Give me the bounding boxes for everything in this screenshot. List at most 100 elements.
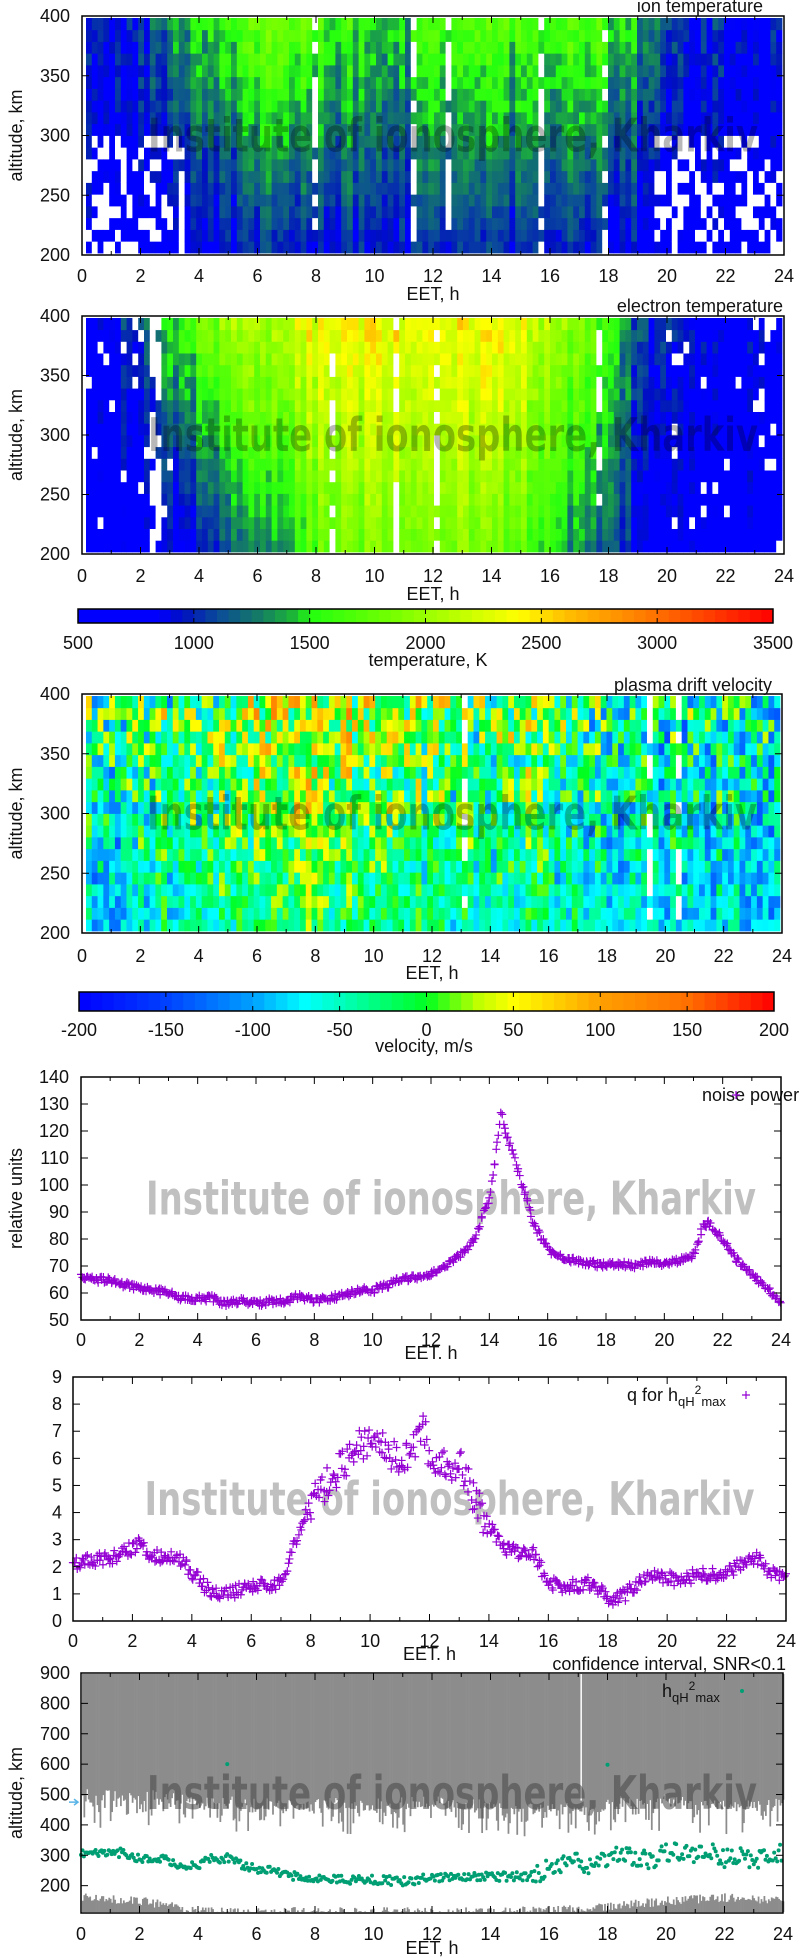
heatmap-cell: [370, 194, 377, 207]
heatmap-cell: [718, 88, 725, 101]
heatmap-cell: [451, 53, 458, 66]
heatmap-cell: [405, 159, 412, 172]
heatmap-cell: [358, 170, 365, 183]
heatmap-cell: [538, 329, 545, 342]
heatmap-cell: [573, 516, 580, 529]
heatmap-cell: [590, 182, 597, 195]
heatmap-cell: [480, 528, 487, 541]
heatmap-cell: [138, 364, 145, 377]
heatmap-cell: [584, 329, 591, 342]
heatmap-cell: [758, 123, 765, 136]
heatmap-cell: [219, 123, 226, 136]
heatmap-cell: [480, 329, 487, 342]
heatmap-cell: [149, 135, 156, 148]
heatmap-cell: [329, 170, 336, 183]
heatmap-cell: [323, 159, 330, 172]
heatmap-cell: [439, 423, 446, 436]
heatmap-cell: [555, 423, 562, 436]
heatmap-cell: [300, 376, 307, 389]
heatmap-cell: [712, 376, 719, 389]
heatmap-cell: [764, 29, 771, 42]
heatmap-cell: [120, 341, 127, 354]
heatmap-cell: [213, 217, 220, 230]
heatmap-cell: [509, 446, 516, 459]
heatmap-cell: [387, 123, 394, 136]
heatmap-cell: [173, 170, 180, 183]
heatmap-cell: [497, 411, 504, 424]
heatmap-cell: [352, 229, 359, 242]
heatmap-cell: [753, 435, 760, 448]
heatmap-cell: [718, 159, 725, 172]
heatmap-cell: [97, 388, 104, 401]
heatmap-cell: [155, 112, 162, 125]
heatmap-cell: [474, 505, 481, 518]
heatmap-cell: [718, 411, 725, 424]
heatmap-cell: [202, 376, 209, 389]
heatmap-cell: [509, 423, 516, 436]
heatmap-cell: [213, 388, 220, 401]
heatmap-cell: [718, 318, 725, 331]
heatmap-cell: [364, 505, 371, 518]
heatmap-cell: [497, 159, 504, 172]
heatmap-cell: [561, 206, 568, 219]
heatmap-cell: [347, 528, 354, 541]
heatmap-cell: [347, 206, 354, 219]
heatmap-cell: [718, 135, 725, 148]
heatmap-cell: [550, 446, 557, 459]
heatmap-cell: [451, 353, 458, 366]
heatmap-cell: [312, 423, 319, 436]
heatmap-cell: [492, 493, 499, 506]
heatmap-cell: [248, 206, 255, 219]
heatmap-cell: [196, 376, 203, 389]
heatmap-cell: [689, 206, 696, 219]
heatmap-cell: [590, 88, 597, 101]
heatmap-cell: [451, 147, 458, 160]
heatmap-cell: [405, 65, 412, 78]
heatmap-cell: [555, 65, 562, 78]
heatmap-cell: [248, 53, 255, 66]
heatmap-cell: [486, 112, 493, 125]
heatmap-cell: [323, 470, 330, 483]
heatmap-cell: [410, 100, 417, 113]
heatmap-cell: [602, 65, 609, 78]
heatmap-cell: [573, 458, 580, 471]
heatmap-cell: [86, 790, 93, 803]
heatmap-cell: [660, 53, 667, 66]
heatmap-cell: [538, 423, 545, 436]
heatmap-cell: [642, 329, 649, 342]
heatmap-cell: [347, 458, 354, 471]
heatmap-cell: [155, 318, 162, 331]
heatmap-cell: [434, 364, 441, 377]
heatmap-cell: [97, 229, 104, 242]
heatmap-cell: [219, 29, 226, 42]
heatmap-cell: [434, 388, 441, 401]
heatmap-cell: [735, 493, 742, 506]
heatmap-cell: [602, 423, 609, 436]
heatmap-cell: [468, 18, 475, 31]
heatmap-cell: [758, 182, 765, 195]
heatmap-cell: [654, 18, 661, 31]
heatmap-cell: [619, 353, 626, 366]
heatmap-cell: [671, 41, 678, 54]
heatmap-cell: [596, 182, 603, 195]
heatmap-cell: [671, 229, 678, 242]
heatmap-cell: [196, 123, 203, 136]
heatmap-cell: [428, 29, 435, 42]
heatmap-cell: [741, 53, 748, 66]
heatmap-cell: [764, 364, 771, 377]
heatmap-cell: [683, 76, 690, 89]
heatmap-cell: [735, 206, 742, 219]
heatmap-cell: [608, 481, 615, 494]
heatmap-cell: [445, 241, 452, 254]
heatmap-cell: [497, 88, 504, 101]
heatmap-cell: [439, 41, 446, 54]
heatmap-cell: [706, 493, 713, 506]
heatmap-cell: [451, 458, 458, 471]
heatmap-cell: [683, 41, 690, 54]
heatmap-cell: [231, 399, 238, 412]
heatmap-cell: [515, 399, 522, 412]
heatmap-cell: [486, 241, 493, 254]
heatmap-cell: [329, 76, 336, 89]
heatmap-cell: [671, 194, 678, 207]
heatmap-cell: [758, 206, 765, 219]
